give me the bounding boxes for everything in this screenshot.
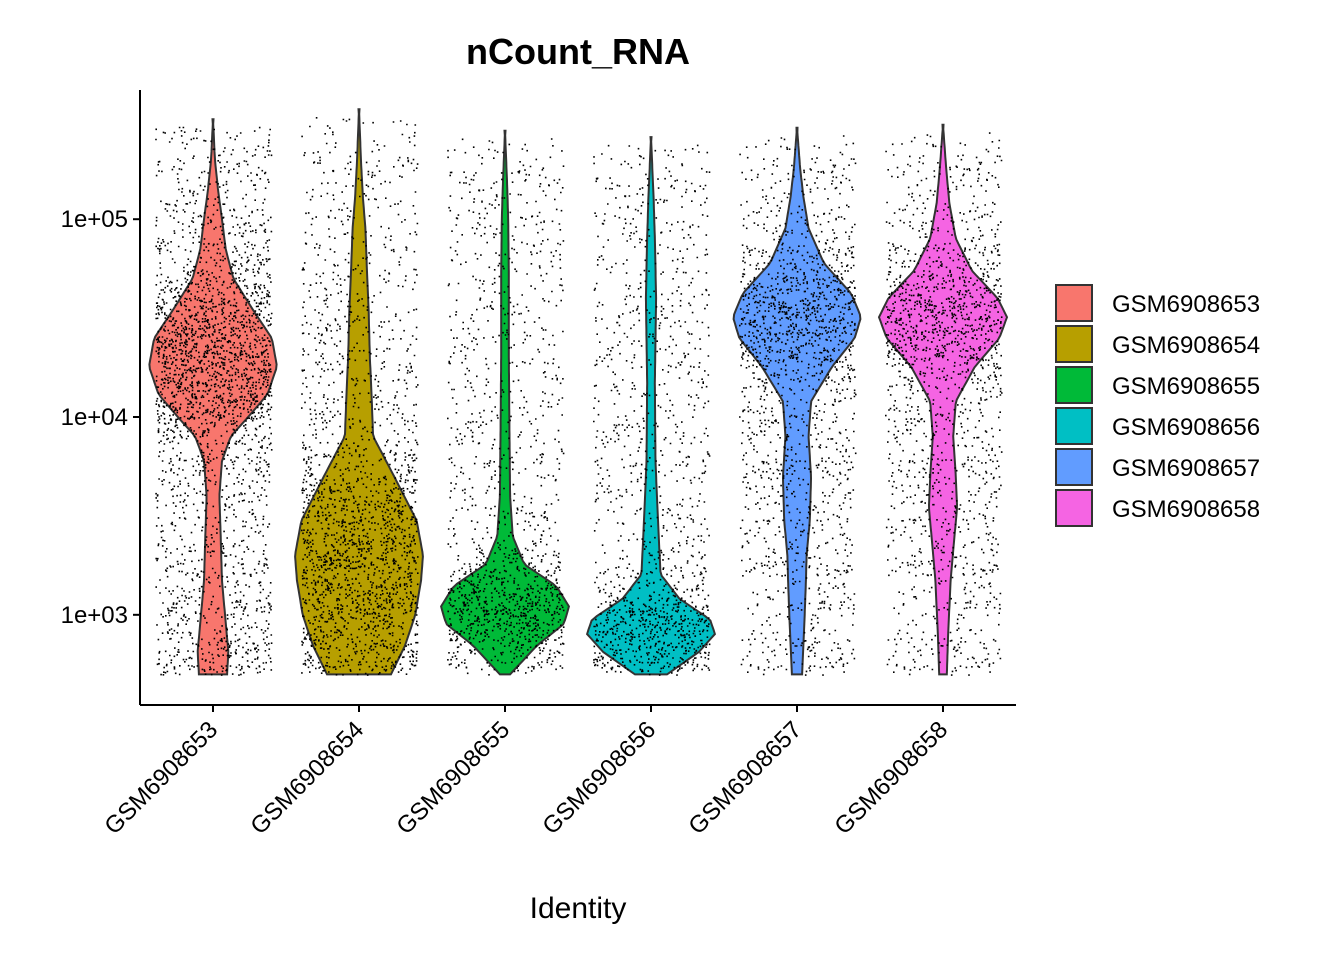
y-tick-label: 1e+04 [61, 404, 128, 431]
violin-shape [148, 118, 278, 676]
legend-swatch [1055, 448, 1093, 486]
legend-label: GSM6908657 [1112, 455, 1260, 482]
cell-point-cloud [155, 126, 273, 676]
legend-label: GSM6908653 [1112, 291, 1260, 318]
x-axis-title: Identity [530, 892, 627, 925]
legend-swatch [1055, 366, 1093, 404]
y-tick-label: 1e+05 [61, 206, 128, 233]
cell-points [885, 132, 1003, 676]
legend-swatch [1055, 407, 1093, 445]
cell-point-cloud [447, 138, 565, 676]
y-tick-label: 1e+03 [61, 602, 128, 629]
violin-group [294, 108, 424, 676]
cell-point-cloud [885, 132, 1003, 676]
cell-points [155, 126, 273, 676]
legend-label: GSM6908654 [1112, 332, 1260, 359]
plot-area [148, 108, 1009, 676]
cell-point-cloud [301, 117, 419, 676]
cell-points [739, 135, 857, 676]
legend-swatch [1055, 489, 1093, 527]
violin-shape [877, 123, 1009, 676]
legend: GSM6908653 GSM6908654 GSM6908655 GSM6908656… [1055, 284, 1260, 527]
violin-shape [585, 136, 717, 676]
violin-group [732, 126, 862, 676]
violin-group [148, 118, 278, 676]
chart-title: nCount_RNA [466, 31, 690, 72]
legend-label: GSM6908658 [1112, 496, 1260, 523]
violin-group [440, 129, 570, 676]
cell-points [301, 117, 419, 676]
y-axis-ticks: 1e+03 1e+04 1e+05 [61, 206, 140, 629]
violin-group [877, 123, 1009, 676]
violin-shape [732, 126, 862, 676]
legend-label: GSM6908655 [1112, 373, 1260, 400]
legend-swatch [1055, 284, 1093, 322]
legend-swatch [1055, 325, 1093, 363]
violin-shape [440, 129, 570, 676]
violin-group [585, 136, 717, 676]
legend-label: GSM6908656 [1112, 414, 1260, 441]
cell-points [447, 138, 565, 676]
cell-point-cloud [739, 135, 857, 676]
